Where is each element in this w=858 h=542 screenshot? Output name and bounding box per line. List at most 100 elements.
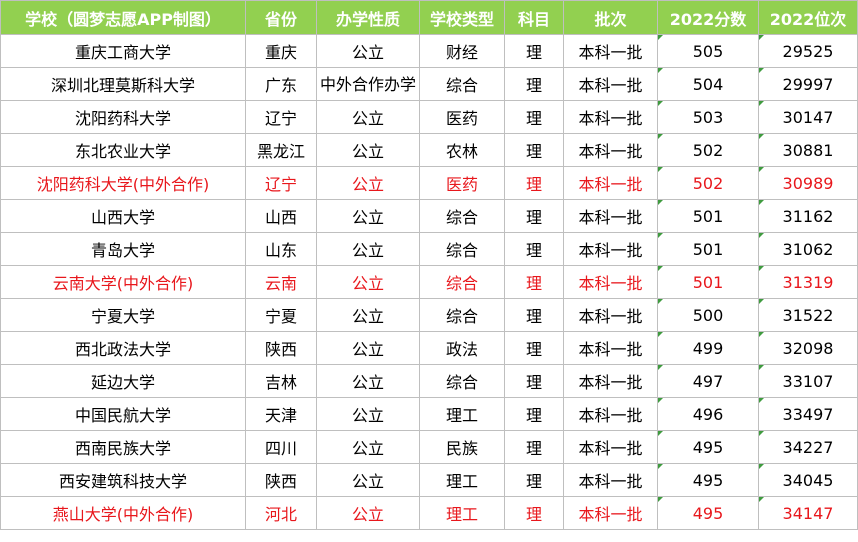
cell-batch: 本科一批 <box>563 265 658 299</box>
cell-score: 496 <box>657 397 759 431</box>
cell-subject: 理 <box>504 430 564 464</box>
cell-rank: 30989 <box>758 166 858 200</box>
cell-school: 青岛大学 <box>0 232 246 266</box>
cell-school: 山西大学 <box>0 199 246 233</box>
table-row: 西北政法大学 陕西 公立 政法理本科一批 499 32098 <box>0 331 858 365</box>
cell-subject: 理 <box>504 34 564 68</box>
cell-school: 云南大学(中外合作) <box>0 265 246 299</box>
cell-subject: 理 <box>504 133 564 167</box>
cell-batch: 本科一批 <box>563 463 658 497</box>
cell-province: 山西 <box>245 199 317 233</box>
header-province: 省份 <box>245 0 317 35</box>
cell-score: 501 <box>657 232 759 266</box>
cell-nature: 公立 <box>316 463 420 497</box>
cell-score: 495 <box>657 496 759 530</box>
cell-province: 黑龙江 <box>245 133 317 167</box>
cell-score: 502 <box>657 133 759 167</box>
cell-score: 505 <box>657 34 759 68</box>
header-rank: 2022位次 <box>758 0 858 35</box>
cell-school: 沈阳药科大学(中外合作) <box>0 166 246 200</box>
header-subject: 科目 <box>504 0 564 35</box>
cell-batch: 本科一批 <box>563 199 658 233</box>
cell-province: 四川 <box>245 430 317 464</box>
cell-subject: 理 <box>504 232 564 266</box>
cell-nature: 公立 <box>316 298 420 332</box>
cell-rank: 30881 <box>758 133 858 167</box>
cell-subject: 理 <box>504 496 564 530</box>
cell-rank: 32098 <box>758 331 858 365</box>
cell-nature: 公立 <box>316 100 420 134</box>
cell-batch: 本科一批 <box>563 100 658 134</box>
cell-province: 辽宁 <box>245 100 317 134</box>
cell-subject: 理 <box>504 166 564 200</box>
header-score: 2022分数 <box>657 0 759 35</box>
cell-nature: 公立 <box>316 397 420 431</box>
table-row: 青岛大学 山东 公立 综合理本科一批 501 31062 <box>0 232 858 266</box>
cell-school: 延边大学 <box>0 364 246 398</box>
cell-nature: 公立 <box>316 232 420 266</box>
cell-batch: 本科一批 <box>563 34 658 68</box>
cell-school-type: 财经 <box>419 34 505 68</box>
cell-rank: 31319 <box>758 265 858 299</box>
cell-school-type: 政法 <box>419 331 505 365</box>
cell-score: 501 <box>657 199 759 233</box>
cell-school-type: 理工 <box>419 463 505 497</box>
cell-school-type: 农林 <box>419 133 505 167</box>
cell-school-type: 综合 <box>419 298 505 332</box>
table-row: 深圳北理莫斯科大学 广东 中外合作办学 综合理本科一批 504 29997 <box>0 67 858 101</box>
cell-subject: 理 <box>504 265 564 299</box>
cell-nature: 公立 <box>316 133 420 167</box>
cell-school-type: 医药 <box>419 100 505 134</box>
table-body: 重庆工商大学 重庆 公立 财经理本科一批 505 29525 深圳北理莫斯科大学 广东 中外合作… <box>0 34 858 530</box>
cell-subject: 理 <box>504 364 564 398</box>
cell-rank: 31162 <box>758 199 858 233</box>
cell-school-type: 理工 <box>419 397 505 431</box>
header-school: 学校（圆梦志愿APP制图） <box>0 0 246 35</box>
cell-province: 陕西 <box>245 331 317 365</box>
table-row: 延边大学 吉林 公立 综合理本科一批 497 33107 <box>0 364 858 398</box>
cell-score: 495 <box>657 463 759 497</box>
cell-score: 500 <box>657 298 759 332</box>
cell-school: 重庆工商大学 <box>0 34 246 68</box>
cell-nature: 公立 <box>316 166 420 200</box>
header-row: 学校（圆梦志愿APP制图） 省份 办学性质 学校类型 科目 批次 2022分数 … <box>0 0 858 35</box>
cell-batch: 本科一批 <box>563 232 658 266</box>
cell-subject: 理 <box>504 298 564 332</box>
cell-score: 497 <box>657 364 759 398</box>
admission-scores-table: 学校（圆梦志愿APP制图） 省份 办学性质 学校类型 科目 批次 2022分数 … <box>0 0 858 530</box>
table-row: 宁夏大学 宁夏 公立 综合理本科一批 500 31522 <box>0 298 858 332</box>
table-row: 沈阳药科大学(中外合作) 辽宁 公立 医药理本科一批 502 30989 <box>0 166 858 200</box>
table-row: 西安建筑科技大学 陕西 公立 理工理本科一批 495 34045 <box>0 463 858 497</box>
cell-nature: 公立 <box>316 34 420 68</box>
cell-province: 辽宁 <box>245 166 317 200</box>
table-header: 学校（圆梦志愿APP制图） 省份 办学性质 学校类型 科目 批次 2022分数 … <box>0 0 858 35</box>
cell-school-type: 理工 <box>419 496 505 530</box>
cell-province: 河北 <box>245 496 317 530</box>
cell-batch: 本科一批 <box>563 67 658 101</box>
cell-school-type: 医药 <box>419 166 505 200</box>
cell-school-type: 综合 <box>419 67 505 101</box>
cell-rank: 34045 <box>758 463 858 497</box>
cell-province: 天津 <box>245 397 317 431</box>
cell-school: 宁夏大学 <box>0 298 246 332</box>
header-batch: 批次 <box>563 0 658 35</box>
cell-batch: 本科一批 <box>563 430 658 464</box>
cell-nature: 公立 <box>316 265 420 299</box>
cell-nature: 中外合作办学 <box>316 67 420 101</box>
cell-school: 西安建筑科技大学 <box>0 463 246 497</box>
cell-score: 502 <box>657 166 759 200</box>
table-row: 重庆工商大学 重庆 公立 财经理本科一批 505 29525 <box>0 34 858 68</box>
table-row: 沈阳药科大学 辽宁 公立 医药理本科一批 503 30147 <box>0 100 858 134</box>
cell-nature: 公立 <box>316 496 420 530</box>
cell-school: 沈阳药科大学 <box>0 100 246 134</box>
table-row: 东北农业大学 黑龙江 公立 农林理本科一批 502 30881 <box>0 133 858 167</box>
cell-school-type: 综合 <box>419 232 505 266</box>
cell-batch: 本科一批 <box>563 397 658 431</box>
table-row: 燕山大学(中外合作) 河北 公立 理工理本科一批 495 34147 <box>0 496 858 530</box>
cell-score: 504 <box>657 67 759 101</box>
cell-school-type: 综合 <box>419 265 505 299</box>
cell-nature: 公立 <box>316 331 420 365</box>
cell-batch: 本科一批 <box>563 298 658 332</box>
cell-subject: 理 <box>504 397 564 431</box>
cell-rank: 33107 <box>758 364 858 398</box>
